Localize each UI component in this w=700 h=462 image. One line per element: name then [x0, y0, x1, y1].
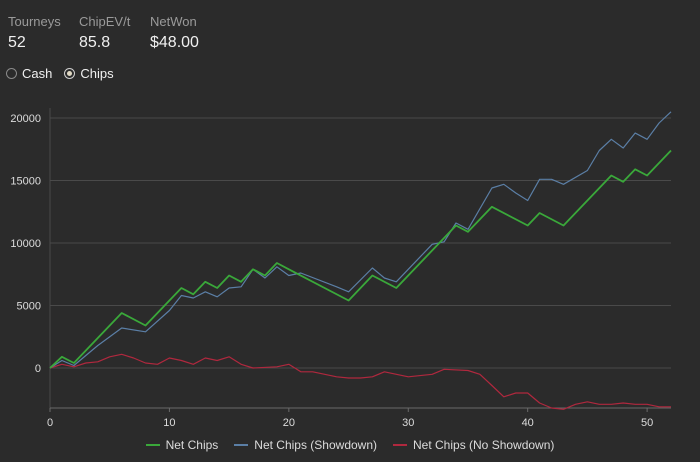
y-tick-label: 10000 [10, 238, 41, 250]
y-tick-label: 0 [35, 363, 41, 375]
legend-label: Net Chips [165, 438, 219, 452]
stat-tourneys: Tourneys 52 [8, 14, 79, 54]
stats-bar: Tourneys 52 ChipEV/t 85.8 NetWon $48.00 [8, 14, 230, 54]
radio-button-icon[interactable] [64, 68, 76, 79]
legend-item[interactable]: Net Chips [145, 438, 219, 452]
series-line-net-chips [49, 149, 672, 369]
legend-swatch [393, 444, 407, 446]
stat-label: ChipEV/t [79, 14, 131, 29]
y-tick-label: 20000 [10, 113, 41, 125]
legend-item[interactable]: Net Chips (No Showdown) [393, 438, 554, 452]
radio-label: Chips [80, 66, 114, 81]
y-tick-label: 15000 [10, 176, 41, 188]
stat-value: 52 [8, 34, 26, 51]
unit-toggle: Cash Chips [6, 66, 126, 81]
legend-swatch [234, 444, 249, 446]
x-tick-label: 20 [283, 417, 295, 429]
legend-item[interactable]: Net Chips (Showdown) [234, 438, 377, 452]
series-line-net-chips-showdown [49, 111, 672, 369]
radio-chips[interactable]: Chips [64, 66, 114, 81]
stat-label: Tourneys [8, 14, 61, 29]
radio-cash[interactable]: Cash [6, 66, 52, 81]
stat-value: $48.00 [150, 34, 199, 51]
stat-netwon: NetWon $48.00 [150, 14, 230, 54]
chart-legend: Net Chips Net Chips (Showdown) Net Chips (… [0, 438, 700, 452]
x-tick-label: 30 [402, 417, 414, 429]
legend-label: Net Chips (Showdown) [254, 438, 377, 452]
radio-label: Cash [22, 66, 53, 81]
series-line-net-chips-no-showdown [49, 353, 671, 410]
legend-swatch [145, 444, 160, 446]
stat-label: NetWon [150, 14, 197, 29]
radio-button-icon[interactable] [6, 68, 17, 79]
stat-value: 85.8 [79, 34, 111, 51]
y-tick-label: 5000 [17, 301, 41, 313]
x-tick-label: 40 [522, 417, 534, 429]
net-chips-chart: 0 5000 10000 15000 20000 0 10 20 30 40 50 [10, 108, 672, 429]
x-tick-label: 50 [641, 417, 653, 429]
x-tick-label: 10 [163, 417, 175, 429]
stat-chipev: ChipEV/t 85.8 [79, 14, 150, 54]
x-tick-label: 0 [47, 417, 53, 429]
legend-label: Net Chips (No Showdown) [413, 438, 555, 452]
